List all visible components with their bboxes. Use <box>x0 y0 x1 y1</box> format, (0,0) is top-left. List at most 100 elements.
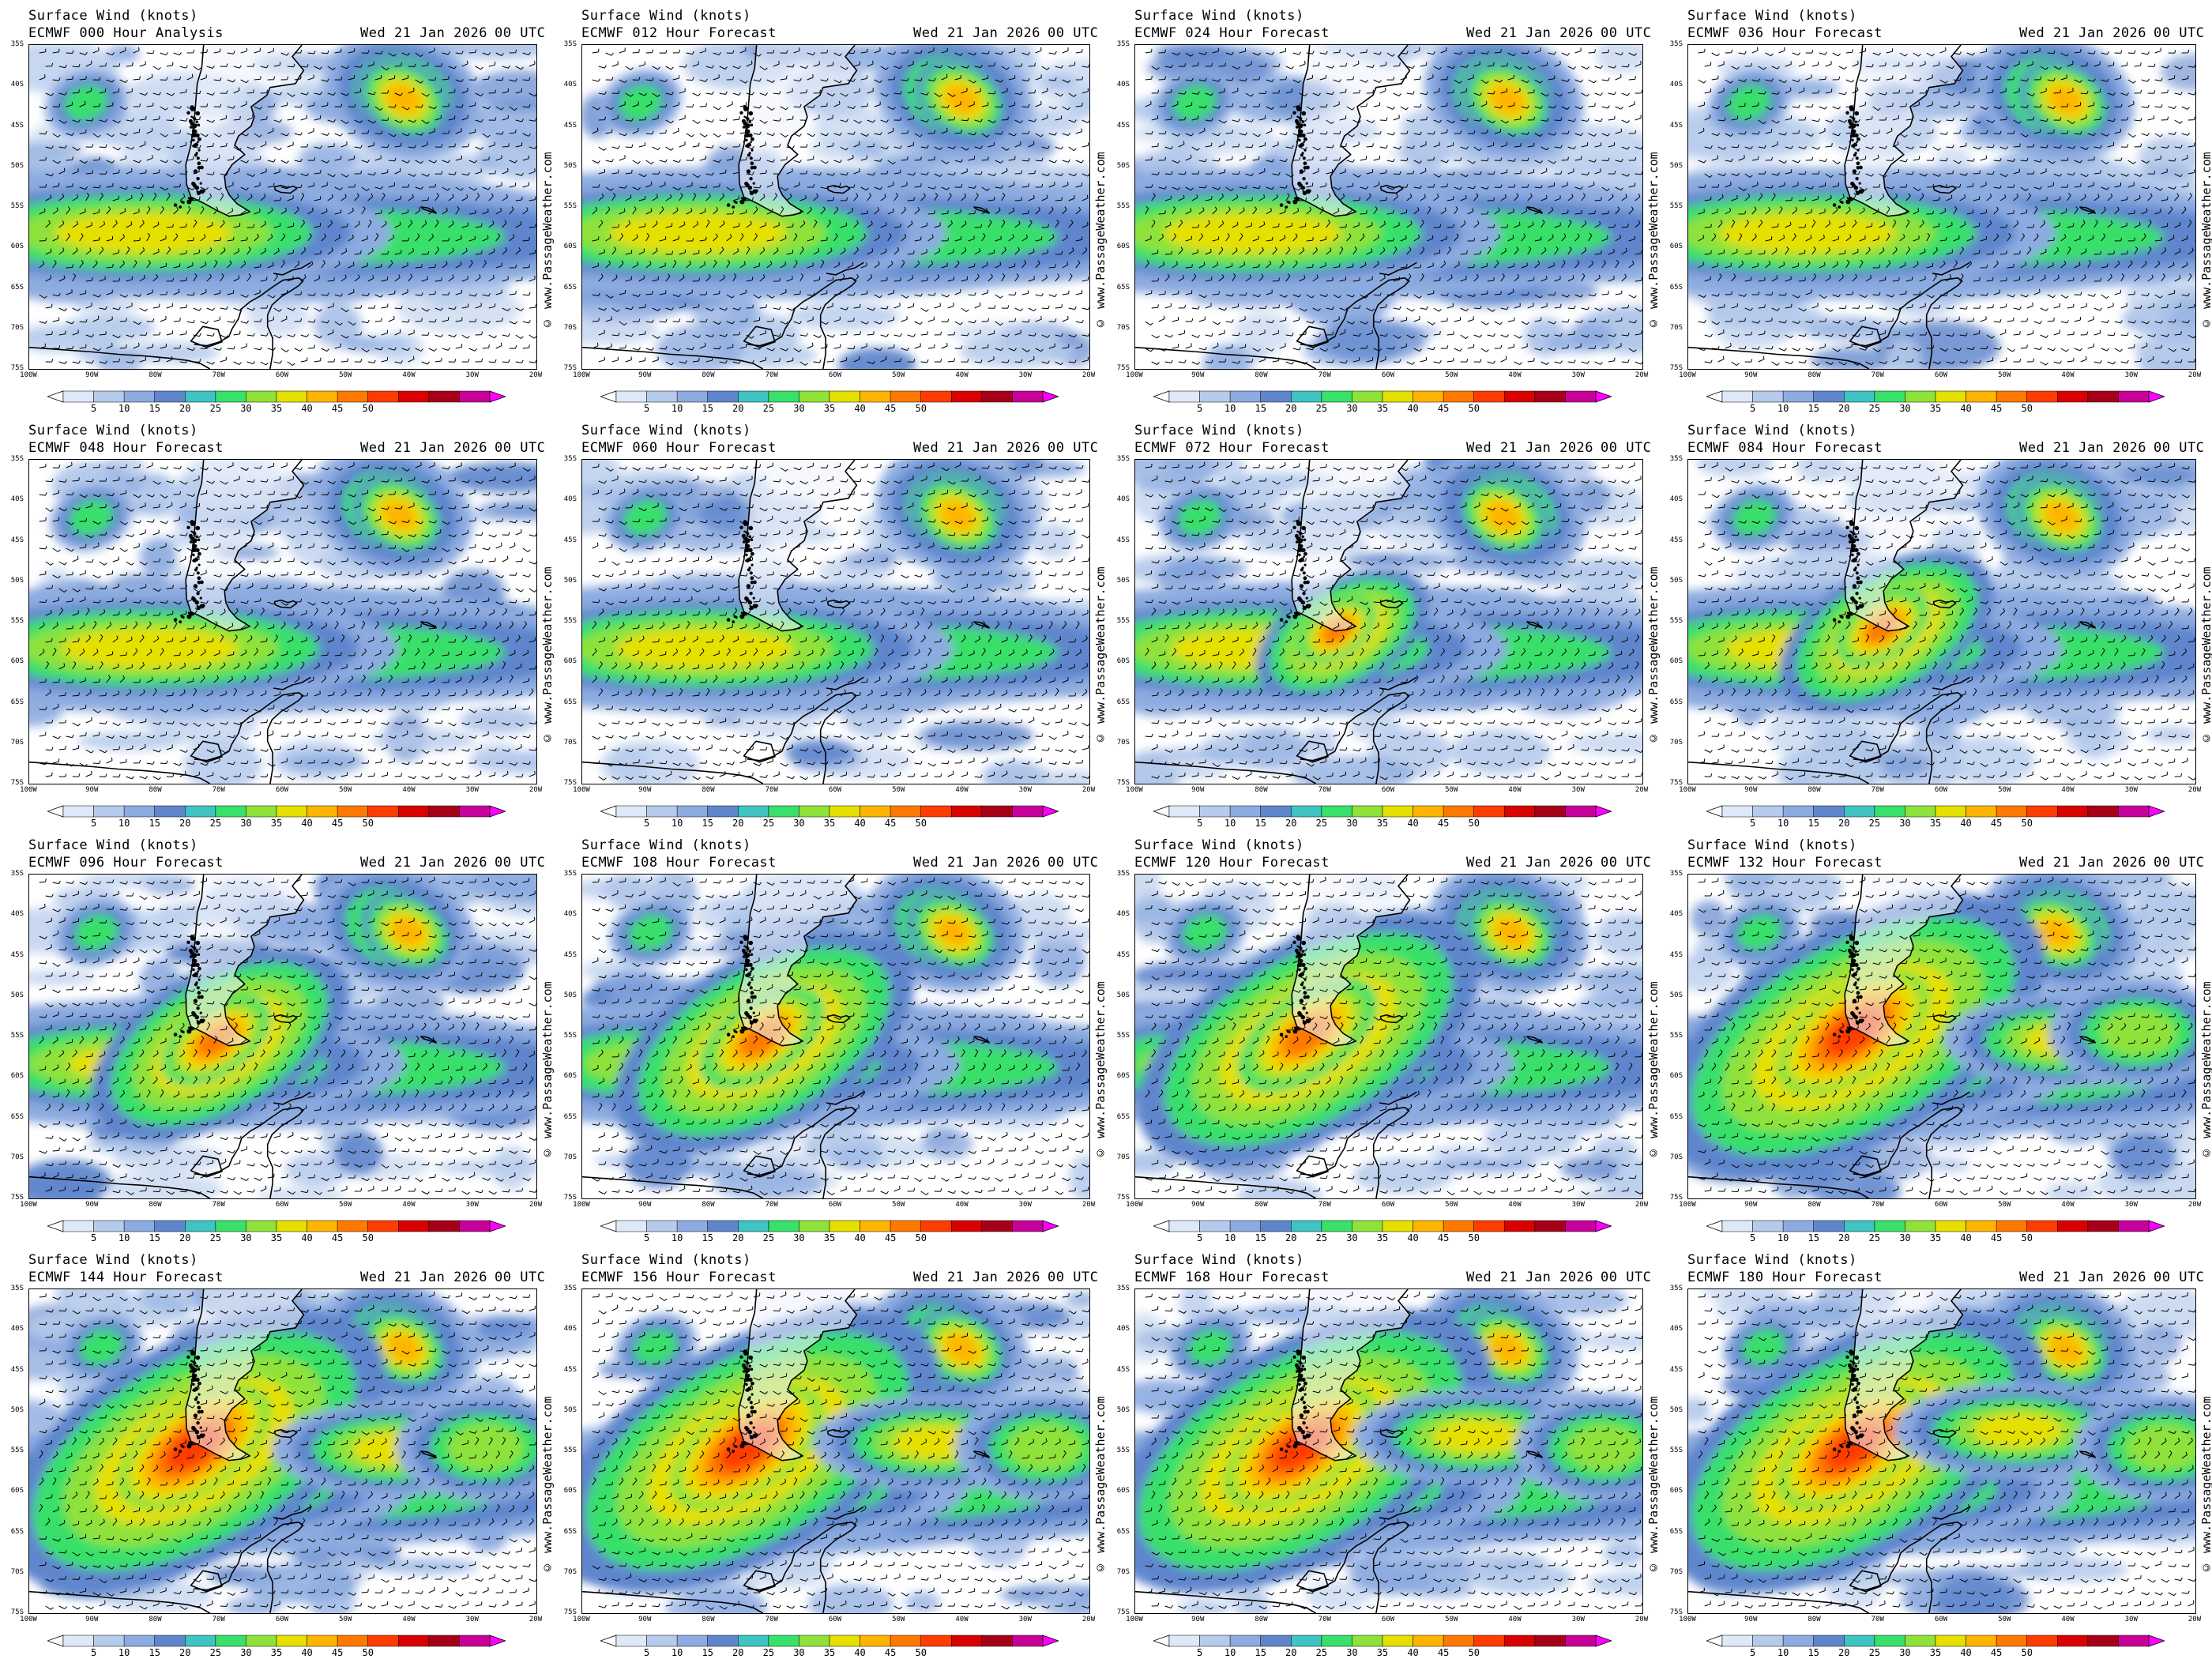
wind-speed-area <box>1135 1150 1179 1174</box>
valid-date: Wed 21 Jan 2026 <box>360 440 488 456</box>
wind-speed-area <box>959 335 1074 368</box>
longitude-label: 90W <box>1744 371 1758 379</box>
wind-barbs <box>1698 1291 2195 1610</box>
latitude-label: 35S <box>1116 1285 1130 1292</box>
colorbar-label: 45 <box>1437 818 1450 829</box>
colorbar-label: 15 <box>702 1232 713 1243</box>
model-run-label: ECMWF 048 Hour Forecast <box>28 440 224 456</box>
wind-map <box>1687 874 2196 1199</box>
panel-title: Surface Wind (knots) <box>581 837 751 853</box>
wind-speed-area <box>502 1330 536 1355</box>
longitude-label: 20W <box>1082 1616 1096 1623</box>
latitude-label: 55S <box>10 1032 24 1040</box>
latitude-label: 40S <box>1669 81 1683 89</box>
colorbar-label: 25 <box>1868 818 1881 829</box>
valid-date: Wed 21 Jan 2026 <box>913 855 1041 871</box>
latitude-label: 75S <box>10 1608 24 1616</box>
longitude-label: 80W <box>702 371 715 379</box>
colorbar-label: 35 <box>1929 403 1942 414</box>
longitude-label: 60W <box>1381 1201 1395 1209</box>
wind-speed-area <box>1932 1575 2030 1613</box>
valid-date: Wed 21 Jan 2026 <box>913 440 1041 456</box>
colorbar-label: 20 <box>179 1647 191 1658</box>
latitude-label: 55S <box>10 1446 24 1454</box>
colorbar-label: 5 <box>90 403 97 414</box>
colorbar-label: 15 <box>1255 818 1266 829</box>
valid-date: Wed 21 Jan 2026 <box>2019 440 2147 456</box>
latitude-label: 70S <box>1669 738 1683 747</box>
colorbar <box>47 805 506 818</box>
archipelago <box>1279 1349 1311 1453</box>
latitude-label: 70S <box>1116 1153 1130 1161</box>
colorbar-label: 5 <box>90 1232 97 1243</box>
wind-speed-area <box>1433 1420 1522 1454</box>
longitude-label: 50W <box>339 786 352 794</box>
wind-speed-area <box>2125 1424 2195 1471</box>
colorbar-label: 45 <box>1990 1647 2003 1658</box>
latitude-label: 45S <box>563 950 577 959</box>
wind-speed-area <box>582 295 681 322</box>
colorbar-label: 10 <box>671 818 683 829</box>
longitude-label: 50W <box>892 371 905 379</box>
valid-time: 00 UTC <box>2154 440 2205 456</box>
longitude-label: 100W <box>1679 786 1696 794</box>
panel-header-line: ECMWF 000 Hour Analysis Wed 21 Jan 2026 00… <box>28 25 545 41</box>
latitude-label: 35S <box>1669 455 1683 463</box>
colorbar-label: 5 <box>90 1647 97 1658</box>
colorbar-label: 15 <box>1808 403 1819 414</box>
wind-barbs <box>1698 47 2195 367</box>
latitude-label: 40S <box>10 495 24 504</box>
wind-speed-area <box>470 942 536 965</box>
wind-map <box>581 44 1090 370</box>
latitude-label: 50S <box>10 991 24 999</box>
latitude-label: 45S <box>1116 536 1130 544</box>
longitude-label: 40W <box>2061 786 2075 794</box>
wind-speed-area <box>665 1588 767 1613</box>
colorbar-label: 40 <box>1960 1232 1972 1243</box>
colorbar-label: 40 <box>301 403 313 414</box>
latitude-label: 35S <box>1116 40 1130 48</box>
latitude-label: 45S <box>1116 1365 1130 1374</box>
longitude-label: 60W <box>275 371 289 379</box>
latitude-label: 70S <box>1116 323 1130 332</box>
wind-speed-area <box>1742 1329 1786 1365</box>
latitude-label: 55S <box>10 617 24 625</box>
latitude-label: 65S <box>1669 283 1683 292</box>
watermark: © www.PassageWeather.com <box>1646 981 1661 1160</box>
forecast-panel: Surface Wind (knots) ECMWF 048 Hour Forec… <box>0 415 555 830</box>
wind-speed-area <box>1390 146 1503 162</box>
colorbar-label: 45 <box>884 818 897 829</box>
latitude-label: 50S <box>10 161 24 170</box>
coastlines <box>29 1289 437 1613</box>
longitude-label: 70W <box>1871 1201 1884 1209</box>
latitude-label: 55S <box>1116 1032 1130 1040</box>
wind-field <box>1135 875 1642 1198</box>
colorbar-label: 5 <box>643 818 650 829</box>
watermark: © www.PassageWeather.com <box>540 1396 555 1574</box>
wind-field <box>1135 1289 1642 1613</box>
wind-field <box>1688 875 2195 1198</box>
wind-speed-area <box>1484 1115 1580 1161</box>
latitude-label: 35S <box>1669 40 1683 48</box>
colorbar-label: 10 <box>1224 403 1236 414</box>
colorbar-label: 25 <box>209 1647 222 1658</box>
colorbar-label: 45 <box>1437 403 1450 414</box>
wind-speed-area <box>140 537 177 577</box>
colorbar-label: 15 <box>149 1647 160 1658</box>
wind-speed-area <box>1030 58 1089 106</box>
panel-header-line: ECMWF 108 Hour Forecast Wed 21 Jan 2026 00… <box>581 855 1098 871</box>
colorbar-label: 20 <box>179 1232 191 1243</box>
longitude-label: 30W <box>1018 1201 1032 1209</box>
colorbar-label: 5 <box>1196 403 1203 414</box>
valid-date: Wed 21 Jan 2026 <box>1466 440 1594 456</box>
latitude-label: 40S <box>1669 1325 1683 1334</box>
longitude-label: 80W <box>1808 1201 1821 1209</box>
wind-speed-area <box>1064 1292 1089 1307</box>
wind-speed-area <box>699 495 755 533</box>
wind-speed-area <box>746 1555 830 1589</box>
colorbar-label: 40 <box>1960 403 1972 414</box>
wind-speed-area <box>2105 882 2195 907</box>
wind-speed-area <box>848 139 886 160</box>
panel-header-line: ECMWF 144 Hour Forecast Wed 21 Jan 2026 00… <box>28 1270 545 1285</box>
colorbar-label: 40 <box>854 1647 866 1658</box>
